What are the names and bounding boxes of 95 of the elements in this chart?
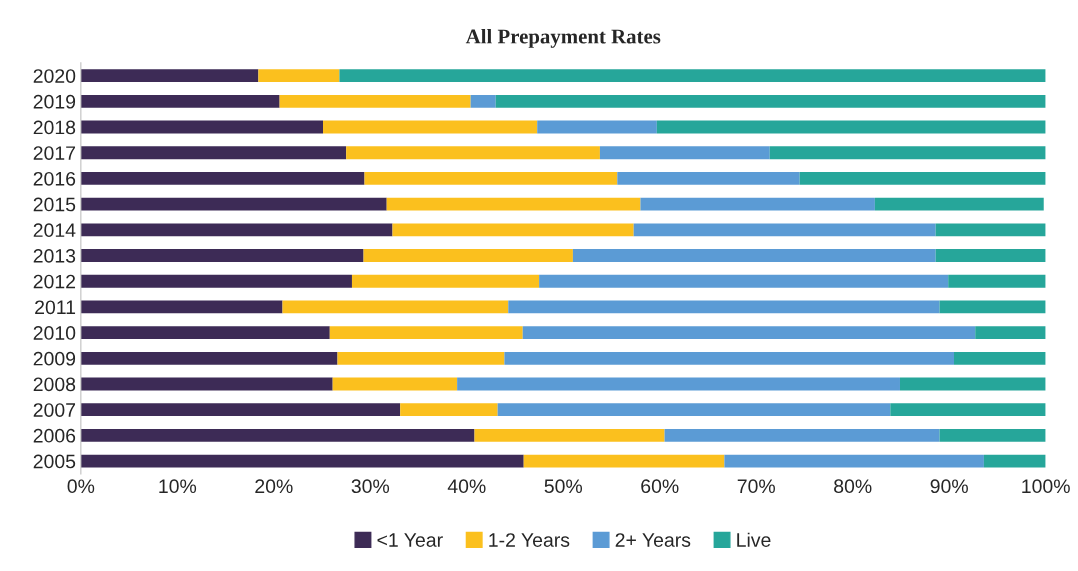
y-tick-label: 2012 [33, 274, 76, 289]
x-tick-label: 40% [447, 479, 486, 494]
bar [983, 454, 1046, 468]
bar [323, 120, 538, 134]
bar [954, 351, 1046, 365]
bar [523, 454, 725, 468]
bar [724, 454, 984, 468]
x-tick-label: 50% [544, 479, 583, 494]
bar [80, 146, 347, 160]
legend-label: <1 Year [377, 533, 443, 547]
legend-label: Live [737, 532, 771, 547]
legend-label: 1-2 Years [489, 533, 570, 547]
bar [633, 223, 936, 237]
x-tick-label: 100% [1022, 479, 1070, 494]
bar [80, 94, 280, 108]
bar [890, 403, 1046, 417]
y-tick-label: 2015 [33, 197, 76, 212]
bar [935, 223, 1046, 237]
bar [474, 428, 665, 442]
bar [80, 120, 324, 134]
bar [656, 120, 1046, 134]
y-tick-label: 2016 [33, 171, 76, 186]
y-tick-label: 2019 [33, 94, 76, 109]
x-tick-label: 30% [351, 479, 390, 494]
x-tick-label: 0% [67, 479, 95, 494]
bar [640, 197, 875, 211]
bar [258, 69, 340, 83]
bar [495, 94, 1046, 108]
x-tick-label: 20% [255, 479, 293, 494]
y-tick-label: 2010 [33, 326, 76, 340]
bar [874, 197, 1044, 211]
x-tick-label: 10% [159, 479, 197, 494]
y-tick-label: 2020 [33, 69, 76, 83]
bar [80, 351, 338, 365]
bar [939, 428, 1046, 442]
chart-title: All Prepayment Rates [465, 28, 661, 48]
bar [539, 274, 949, 288]
bar [332, 377, 458, 391]
bar [457, 377, 900, 391]
y-tick-label: 2008 [33, 377, 76, 392]
x-tick-label: 90% [930, 479, 968, 494]
bar [351, 274, 540, 288]
bar [80, 223, 393, 237]
bar [769, 146, 1046, 160]
y-tick-label: 2014 [33, 223, 76, 238]
bar [80, 69, 259, 83]
bar [497, 403, 891, 417]
y-tick-label: 2009 [33, 351, 76, 366]
bar [80, 326, 330, 340]
bar [508, 300, 940, 314]
bar [504, 351, 954, 365]
bar [80, 197, 387, 211]
y-tick-label: 2005 [33, 454, 76, 469]
bar [939, 300, 1046, 314]
y-tick-label: 2011 [35, 300, 76, 315]
bar [572, 249, 936, 262]
legend-label: 2+ Years [615, 533, 691, 547]
bar [346, 146, 600, 160]
bar [470, 94, 496, 108]
bar [899, 377, 1046, 391]
y-tick-label: 2007 [33, 403, 76, 417]
y-tick-label: 2018 [33, 120, 76, 135]
bar [664, 428, 940, 442]
x-tick-label: 60% [641, 479, 679, 494]
bar [80, 274, 352, 288]
y-tick-label: 2006 [33, 428, 76, 443]
bar [337, 351, 505, 365]
bar [282, 300, 509, 314]
bar [400, 403, 498, 417]
bar [975, 326, 1046, 340]
bar [80, 249, 364, 262]
y-tick-label: 2017 [33, 146, 76, 160]
bar [80, 300, 283, 314]
bar [80, 428, 475, 442]
bar [799, 172, 1046, 185]
bar [537, 120, 657, 134]
bar [80, 377, 333, 391]
x-tick-label: 80% [834, 479, 872, 494]
y-tick-label: 2013 [33, 248, 76, 263]
bar [522, 326, 976, 340]
bar [80, 403, 401, 417]
bar [363, 249, 573, 262]
bar [80, 454, 524, 468]
bar [599, 146, 770, 160]
bar [617, 172, 800, 185]
bar [364, 172, 618, 185]
bar [386, 197, 641, 211]
bar [80, 172, 365, 185]
bar [935, 249, 1046, 262]
bar [948, 274, 1046, 288]
x-tick-label: 70% [737, 479, 775, 494]
bar [392, 223, 634, 237]
bar [279, 94, 471, 108]
bar [329, 326, 523, 340]
bar [339, 69, 1046, 83]
